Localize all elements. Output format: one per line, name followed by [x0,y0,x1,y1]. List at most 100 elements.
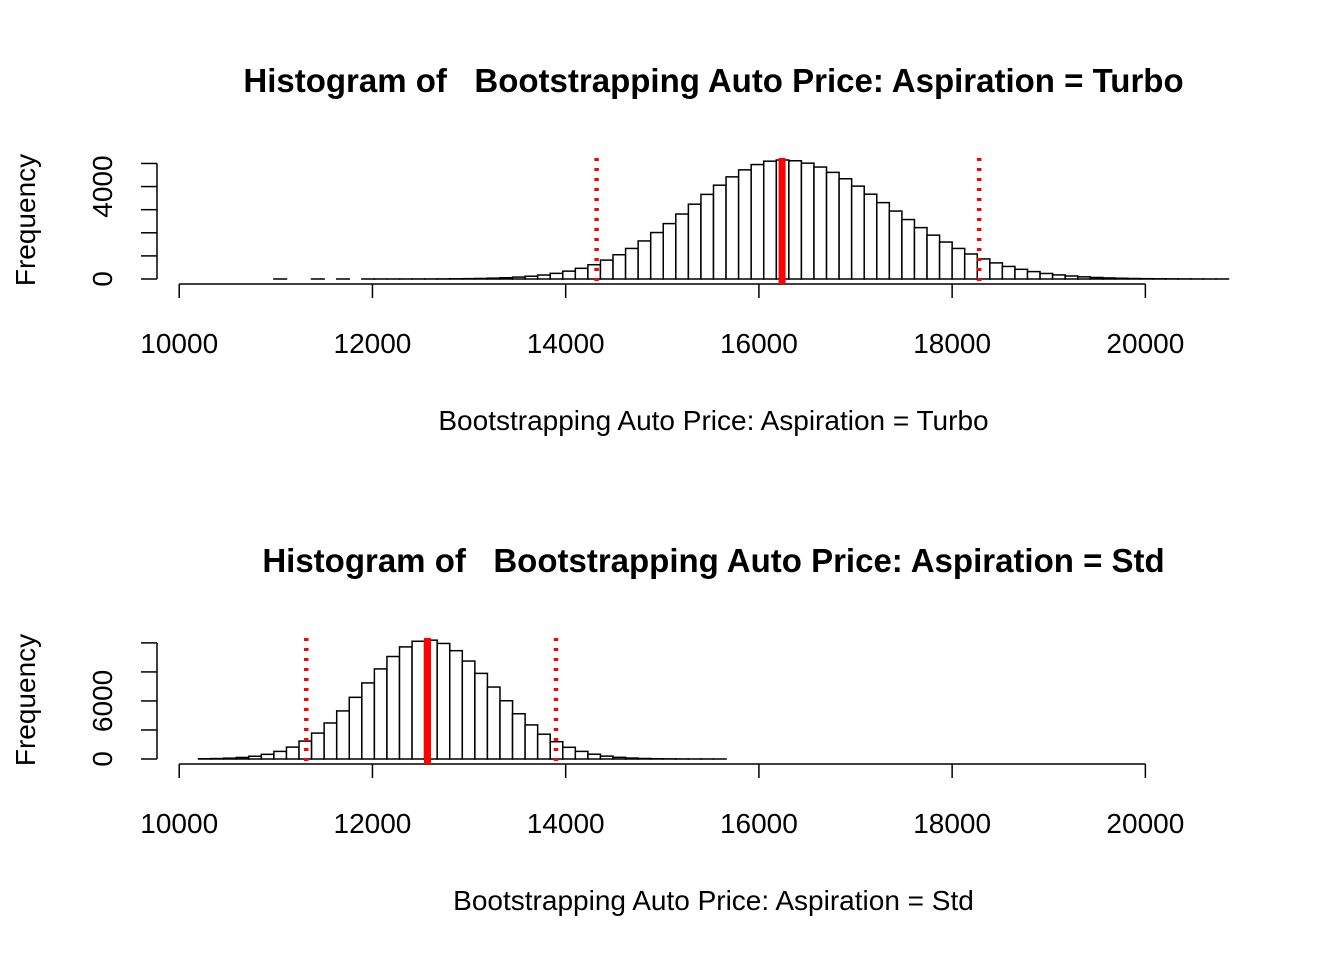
bar [1014,268,1029,280]
bar [587,263,602,280]
bar [536,733,551,760]
bar [235,756,250,760]
bar [474,277,489,280]
bar [222,757,237,760]
bar [612,253,627,280]
bar [323,722,338,760]
bar [825,171,840,280]
bar [386,655,401,760]
bar [750,163,765,280]
y-tick-label: 0 [87,751,118,767]
bar [612,756,627,760]
x-tick-label: 20000 [1106,328,1184,359]
x-tick-label: 14000 [527,808,605,839]
bar [461,660,476,760]
bar [599,755,614,760]
bar [850,185,865,280]
bar [813,166,828,280]
bar [624,247,639,280]
bar [361,682,376,760]
bar [951,247,966,280]
bar [587,753,602,760]
x-tick-label: 12000 [334,328,412,359]
bar [913,226,928,280]
bar [1102,277,1117,280]
bar [863,193,878,280]
bar [486,686,501,760]
bar [876,201,891,280]
bar [637,757,652,760]
bar [1064,275,1079,280]
bar [574,267,589,280]
x-tick-label: 12000 [334,808,412,839]
bar [499,699,514,760]
bar [963,253,979,280]
bar [310,732,325,760]
bar [989,262,1004,280]
bar [762,160,778,280]
x-tick-label: 16000 [720,808,798,839]
bar [348,696,363,760]
x-axis-label: Bootstrapping Auto Price: Aspiration = T… [438,405,988,436]
bar [285,746,300,760]
bar [562,270,577,280]
bar [524,275,539,280]
bar [1076,276,1092,280]
bar [248,755,263,760]
bar [938,241,953,280]
bar [788,160,803,280]
bar [599,259,614,280]
x-tick-label: 10000 [140,808,218,839]
bar [838,178,853,280]
bar [1089,276,1104,280]
bar [524,724,539,760]
y-tick-label: 4000 [87,155,118,217]
y-tick-label: 6000 [87,670,118,732]
x-axis-label: Bootstrapping Auto Price: Aspiration = S… [453,885,974,916]
x-tick-label: 16000 [720,328,798,359]
bar [624,757,639,760]
y-axis-label: Frequency [10,154,41,286]
chart-title: Histogram of Bootstrapping Auto Price: A… [243,62,1183,99]
x-tick-label: 18000 [913,808,991,839]
bar [712,184,727,280]
bar [725,176,740,280]
bar [536,274,551,280]
bar [800,162,815,280]
bar [448,649,464,760]
bar [637,240,652,280]
bar [1051,274,1066,280]
bar [486,277,501,280]
x-tick-label: 18000 [913,328,991,359]
bar [499,276,514,280]
bar [549,272,564,280]
y-tick-label: 0 [87,271,118,287]
bar [574,750,589,760]
bar [687,203,702,280]
x-tick-label: 20000 [1106,808,1184,839]
bar [649,231,665,280]
bar [926,234,941,280]
bar [335,710,351,760]
bar [737,169,752,280]
bar [260,753,275,760]
bar [675,213,690,280]
bar [398,646,413,760]
bar [511,712,526,760]
bar [411,640,426,760]
y-axis-label: Frequency [10,634,41,766]
bar [1026,270,1041,280]
x-tick-label: 10000 [140,328,218,359]
x-tick-label: 14000 [527,328,605,359]
bar [436,642,451,760]
bar [273,750,288,760]
chart-title: Histogram of Bootstrapping Auto Price: A… [262,542,1164,579]
bar [1001,265,1016,280]
bar [700,193,715,280]
bar [1039,272,1054,280]
bar [1114,277,1129,280]
bar [662,222,677,280]
bar [888,210,903,280]
bar [474,672,489,760]
